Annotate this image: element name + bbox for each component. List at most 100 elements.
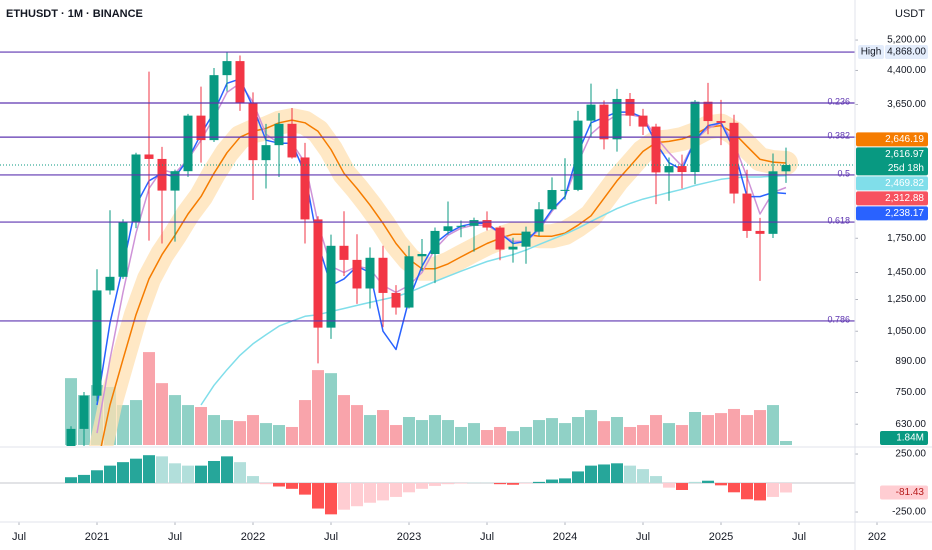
candle-body bbox=[521, 231, 531, 247]
y-tick-label: 3,650.00 bbox=[887, 99, 926, 110]
symbol-title: ETHUSDT · 1M · BINANCE bbox=[6, 8, 143, 20]
volume-bar bbox=[637, 425, 649, 445]
candle-body bbox=[573, 120, 583, 190]
macd-bar bbox=[767, 483, 779, 497]
volume-bar bbox=[780, 441, 792, 445]
volume-bar bbox=[572, 416, 584, 445]
volume-bar bbox=[169, 395, 181, 445]
x-tick-label: Jul bbox=[12, 531, 26, 543]
x-tick-label: 2021 bbox=[85, 531, 109, 543]
candle-body bbox=[183, 115, 193, 172]
candle-body bbox=[404, 256, 414, 308]
volume-bar bbox=[442, 420, 454, 445]
macd-bar bbox=[676, 483, 688, 490]
candle-body bbox=[248, 103, 258, 161]
x-tick-label: Jul bbox=[168, 531, 182, 543]
candle-body bbox=[716, 121, 726, 123]
candle-body bbox=[261, 145, 271, 161]
volume-bar bbox=[65, 378, 77, 445]
volume-bar bbox=[533, 420, 545, 445]
volume-bar bbox=[286, 426, 298, 445]
volume-bar bbox=[273, 425, 285, 445]
volume-bar bbox=[754, 410, 766, 445]
countdown: 25d 18h bbox=[888, 163, 924, 174]
volume-bar bbox=[585, 410, 597, 445]
candle-body bbox=[118, 221, 128, 277]
value-tag bbox=[856, 206, 928, 221]
candle-body bbox=[352, 259, 362, 289]
candle-body bbox=[391, 292, 401, 308]
candle-body bbox=[196, 115, 206, 141]
macd-bar bbox=[559, 478, 571, 484]
candle-body bbox=[612, 98, 622, 140]
value-tag bbox=[856, 176, 928, 191]
macd-pane bbox=[0, 455, 855, 515]
candle-body bbox=[768, 171, 778, 234]
volume-bar bbox=[338, 395, 350, 445]
volume-bar bbox=[221, 420, 233, 445]
candle-body bbox=[378, 257, 388, 293]
volume-bar bbox=[195, 407, 207, 445]
candle-body bbox=[781, 165, 791, 172]
macd-bar bbox=[78, 474, 90, 484]
macd-bar bbox=[507, 483, 519, 485]
macd-bar bbox=[208, 460, 220, 484]
candle-body bbox=[625, 98, 635, 116]
macd-bar bbox=[429, 483, 441, 486]
value-tag bbox=[856, 132, 928, 147]
macd-bar bbox=[637, 469, 649, 484]
candle-body bbox=[560, 189, 570, 191]
currency: USDT bbox=[895, 8, 925, 20]
macd-bar bbox=[455, 483, 467, 484]
volume-bar bbox=[130, 400, 142, 445]
y-tick-label: 4,400.00 bbox=[887, 65, 926, 76]
level-tag bbox=[858, 45, 884, 60]
level-label: 0.786 bbox=[827, 314, 850, 324]
y-tick-label: 1,050.00 bbox=[887, 326, 926, 337]
macd-bar bbox=[715, 483, 727, 486]
x-tick-label: 202 bbox=[868, 531, 886, 543]
macd-bar bbox=[377, 483, 389, 501]
volume-bar bbox=[507, 431, 519, 445]
volume-bar bbox=[208, 415, 220, 445]
x-tick-label: 2024 bbox=[553, 531, 577, 543]
volume-bar bbox=[546, 418, 558, 445]
volume-bar bbox=[728, 408, 740, 445]
x-tick-label: 2022 bbox=[241, 531, 265, 543]
volume-bar bbox=[390, 425, 402, 445]
candle-body bbox=[703, 101, 713, 122]
level-axis-label: 4,868.00 bbox=[887, 47, 926, 58]
macd-bar bbox=[546, 479, 558, 484]
macd-bar bbox=[312, 483, 324, 509]
macd-bar bbox=[442, 483, 454, 485]
volume-bar bbox=[416, 420, 428, 445]
macd-bar bbox=[403, 483, 415, 493]
volume-bar bbox=[676, 425, 688, 445]
candle-body bbox=[313, 219, 323, 328]
volume-tag-label: 1.84M bbox=[896, 433, 924, 444]
value-tag bbox=[856, 191, 928, 206]
x-tick-label: 2023 bbox=[397, 531, 421, 543]
candle-body bbox=[456, 225, 466, 227]
candle-body bbox=[677, 166, 687, 173]
x-tick-label: 2025 bbox=[709, 531, 733, 543]
macd-tick-label: 250.00 bbox=[895, 449, 926, 460]
volume-bar bbox=[715, 413, 727, 445]
candle-body bbox=[144, 154, 154, 159]
x-tick-label: Jul bbox=[792, 531, 806, 543]
candle-body bbox=[209, 75, 219, 141]
level-label: High bbox=[861, 47, 882, 58]
candle-body bbox=[365, 257, 375, 289]
macd-bar bbox=[260, 483, 272, 485]
macd-bar bbox=[195, 465, 207, 484]
macd-bar bbox=[221, 456, 233, 484]
level-axis-tag bbox=[885, 45, 928, 60]
macd-bar bbox=[728, 483, 740, 493]
candle-body bbox=[92, 290, 102, 396]
macd-bar bbox=[663, 483, 675, 488]
volume-bar bbox=[364, 415, 376, 445]
macd-bar bbox=[585, 465, 597, 484]
value-tag-label: 2,646.19 bbox=[885, 134, 924, 145]
value-tag-label: 2,312.88 bbox=[885, 193, 924, 204]
value-tag bbox=[856, 147, 928, 176]
